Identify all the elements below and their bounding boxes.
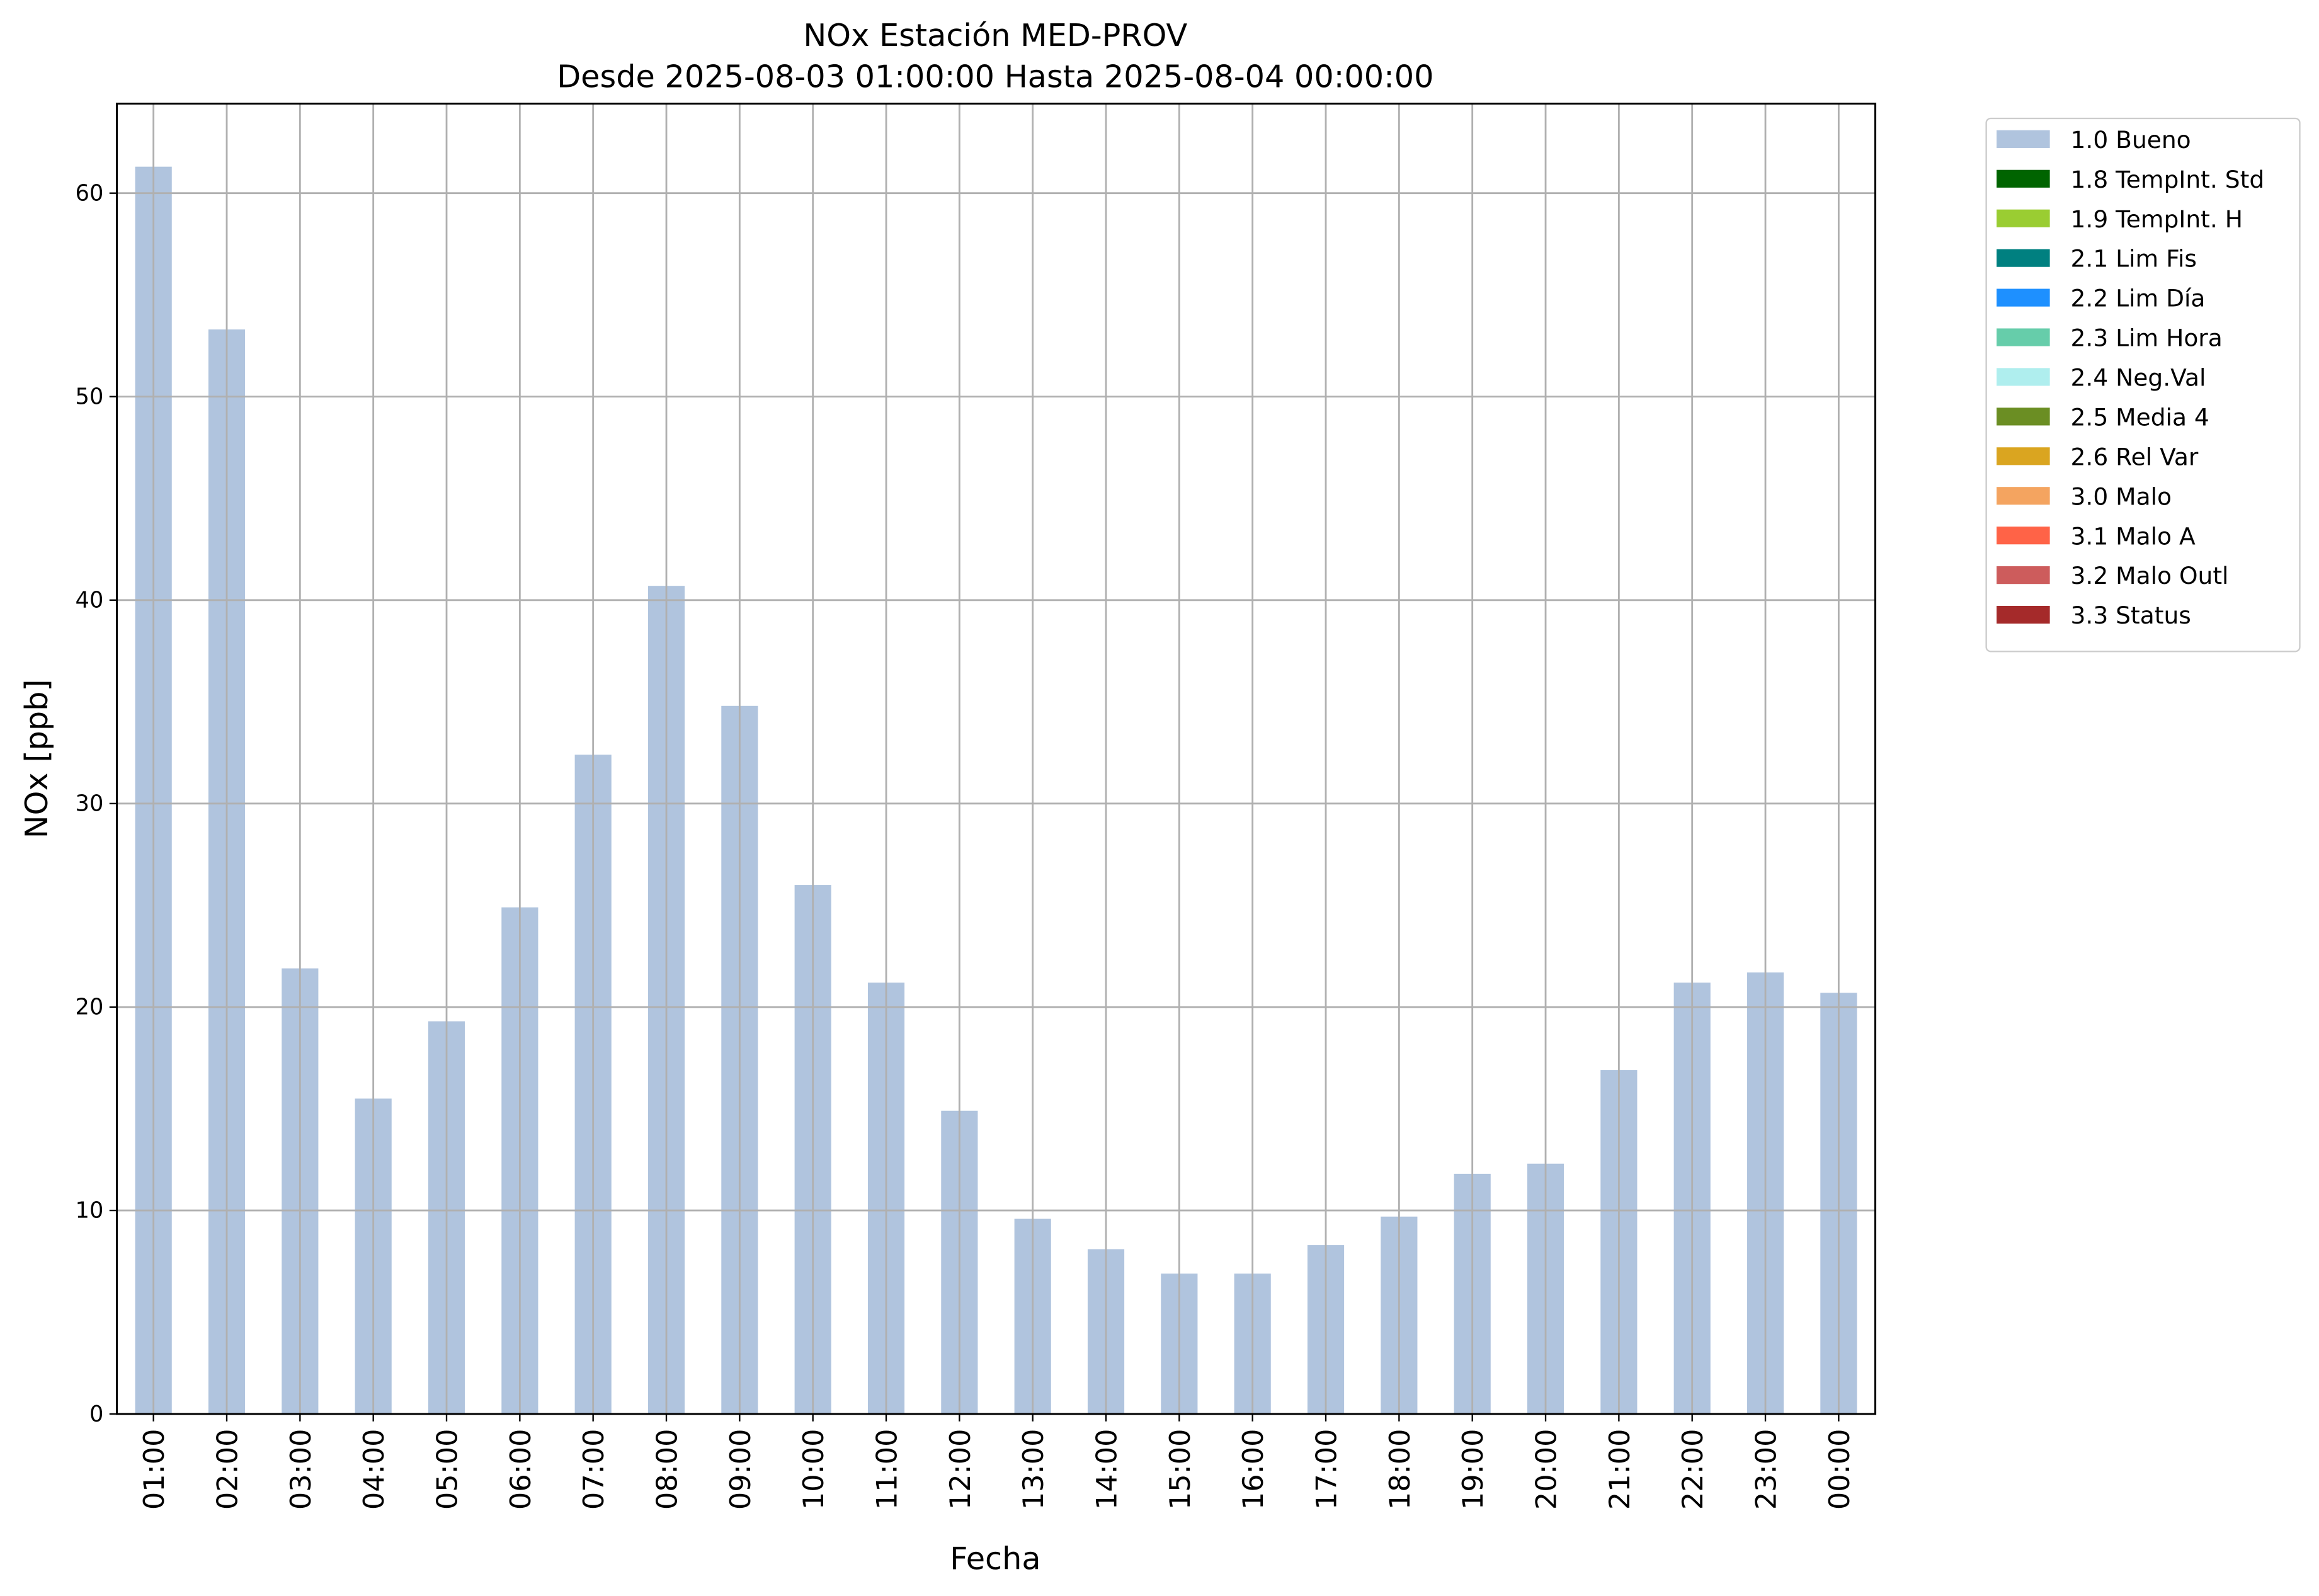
legend-frame [1985, 117, 2301, 653]
legend-swatch [1997, 169, 2050, 188]
legend-swatch [1997, 288, 2050, 307]
legend-label: 1.8 TempInt. Std [2071, 166, 2265, 193]
legend-swatch [1997, 408, 2050, 426]
legend-label: 1.9 TempInt. H [2071, 205, 2243, 233]
x-tick-label: 23:00 [1750, 1429, 1782, 1510]
y-axis-label: NOx [ppb] [18, 679, 55, 838]
legend-label: 3.2 Malo Outl [2071, 562, 2229, 590]
chart-title: NOx Estación MED-PROV [803, 17, 1187, 54]
legend: 1.0 Bueno 1.8 TempInt. Std 1.9 TempInt. H 2… [1985, 117, 2301, 653]
x-tick-label: 13:00 [1017, 1429, 1050, 1510]
x-tick-label: 16:00 [1237, 1429, 1270, 1510]
legend-label: 2.6 Rel Var [2071, 443, 2199, 470]
y-tick-label: 40 [76, 588, 104, 613]
x-tick-label: 05:00 [431, 1429, 464, 1510]
x-tick-label: 00:00 [1823, 1429, 1856, 1510]
legend-label: 3.1 Malo A [2071, 522, 2196, 550]
y-tick-label: 10 [76, 1198, 104, 1224]
plot-frame [115, 102, 1877, 1415]
y-tick-label: 0 [89, 1401, 103, 1427]
legend-swatch [1997, 130, 2050, 148]
y-tick-label: 60 [76, 180, 104, 206]
x-tick-label: 10:00 [797, 1429, 830, 1510]
plot-area: 0 10 20 30 40 50 60 01:00 02:00 03:00 04:00 05:00 06… [76, 102, 1877, 1510]
legend-swatch [1997, 527, 2050, 545]
legend-label: 3.3 Status [2071, 601, 2191, 629]
legend-label: 2.4 Neg.Val [2071, 364, 2206, 392]
legend-label: 2.1 Lim Fis [2071, 245, 2197, 273]
x-tick-label: 07:00 [578, 1429, 610, 1510]
legend-swatch [1997, 328, 2050, 346]
x-tick-label: 20:00 [1530, 1429, 1563, 1510]
legend-swatch [1997, 249, 2050, 267]
y-tick-label: 20 [76, 995, 104, 1020]
x-tick-label: 01:00 [138, 1429, 171, 1510]
legend-swatch [1997, 566, 2050, 584]
x-tick-label: 04:00 [358, 1429, 390, 1510]
x-tick-label: 12:00 [944, 1429, 977, 1510]
legend-label: 2.5 Media 4 [2071, 403, 2209, 431]
legend-swatch [1997, 209, 2050, 227]
x-axis-label: Fecha [950, 1541, 1041, 1577]
x-tick-label: 22:00 [1677, 1429, 1709, 1510]
x-tick-label: 19:00 [1457, 1429, 1490, 1510]
x-tick-label: 15:00 [1164, 1429, 1197, 1510]
legend-label: 2.3 Lim Hora [2071, 324, 2223, 352]
x-tick-label: 18:00 [1384, 1429, 1416, 1510]
x-tick-label: 03:00 [285, 1429, 317, 1510]
x-tick-label: 08:00 [651, 1429, 683, 1510]
legend-swatch [1997, 487, 2050, 505]
y-tick-label: 50 [76, 384, 104, 409]
legend-label: 2.2 Lim Día [2071, 285, 2206, 312]
legend-swatch [1997, 447, 2050, 465]
x-tick-label: 17:00 [1310, 1429, 1343, 1510]
x-tick-label: 21:00 [1604, 1429, 1636, 1510]
legend-swatch [1997, 368, 2050, 386]
x-tick-label: 11:00 [870, 1429, 903, 1510]
x-tick-label: 14:00 [1090, 1429, 1123, 1510]
legend-swatch [1997, 605, 2050, 624]
legend-label: 1.0 Bueno [2071, 126, 2191, 154]
x-tick-label: 02:00 [211, 1429, 244, 1510]
x-tick-label: 06:00 [504, 1429, 537, 1510]
x-tick-label: 09:00 [724, 1429, 757, 1510]
chart-subtitle: Desde 2025-08-03 01:00:00 Hasta 2025-08-… [557, 59, 1433, 95]
y-tick-label: 30 [76, 791, 104, 817]
legend-label: 3.0 Malo [2071, 482, 2172, 510]
